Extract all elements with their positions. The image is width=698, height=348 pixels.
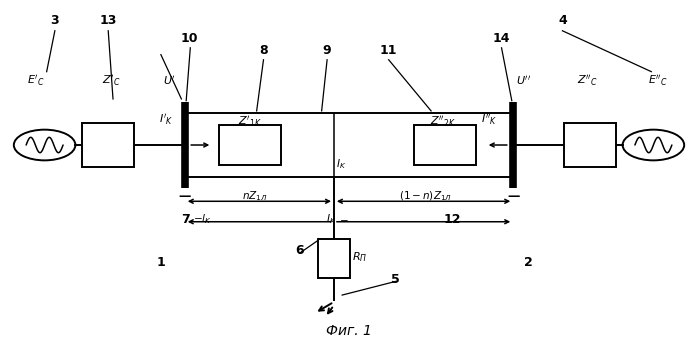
Text: 4: 4 [558,14,567,27]
Text: —: — [507,190,519,203]
Bar [318,239,350,278]
Text: 2: 2 [524,256,533,269]
Text: $I_K$: $I_K$ [336,157,346,171]
Text: $-$: $-$ [339,214,349,224]
Text: $Z''_{2K}$: $Z''_{2K}$ [430,114,456,128]
Text: $U'$: $U'$ [163,74,176,87]
Text: 7: 7 [181,213,191,226]
Text: $I'_K$: $I'_K$ [158,112,173,127]
Bar [565,123,616,167]
Text: 5: 5 [391,272,400,286]
Text: $E''_C$: $E''_C$ [648,73,668,88]
Text: —: — [179,190,191,203]
Text: $-l_K$: $-l_K$ [193,212,212,226]
Text: 12: 12 [443,213,461,226]
Text: 13: 13 [100,14,117,27]
Text: $R_П$: $R_П$ [352,251,368,264]
Text: 8: 8 [259,44,268,57]
Text: $Z'_C$: $Z'_C$ [102,73,120,88]
Bar [82,123,133,167]
Bar [219,125,281,166]
Text: $U''$: $U''$ [516,74,531,87]
Text: 6: 6 [295,244,304,257]
Text: 10: 10 [181,32,198,45]
Bar [414,125,475,166]
Text: 14: 14 [493,32,510,45]
Text: $(1-n)Z_{1Л}$: $(1-n)Z_{1Л}$ [399,190,452,204]
Text: Фиг. 1: Фиг. 1 [326,324,372,338]
Text: 1: 1 [156,256,165,269]
Text: $nZ_{1Л}$: $nZ_{1Л}$ [242,190,267,204]
Text: 3: 3 [50,14,59,27]
Text: $Z'_{1K}$: $Z'_{1K}$ [238,114,262,128]
Text: 9: 9 [322,44,332,57]
Text: $Z''_C$: $Z''_C$ [577,73,597,88]
Text: 11: 11 [380,44,397,57]
Text: $I''_K$: $I''_K$ [481,112,498,127]
Text: $E'_C$: $E'_C$ [27,73,45,88]
Text: $I_K$: $I_K$ [327,212,336,226]
